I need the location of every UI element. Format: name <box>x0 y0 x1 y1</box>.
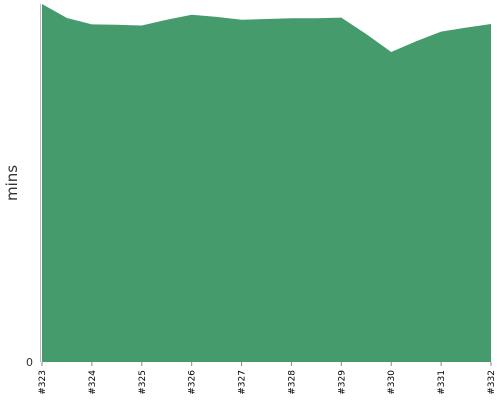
x-tick-label: #326 <box>188 370 198 395</box>
y-axis-ticks: 0 <box>26 356 33 369</box>
x-tick-label: #324 <box>88 370 98 395</box>
y-tick-label: 0 <box>26 356 33 369</box>
x-axis-ticks: #323 #324 #325 #326 #327 #328 #329 #330 #331 #332 <box>38 362 497 395</box>
x-tick-label: #323 <box>38 370 48 395</box>
x-tick-label: #327 <box>238 370 248 395</box>
area-series <box>42 4 491 362</box>
x-tick-label: #332 <box>487 370 497 395</box>
x-tick-label: #329 <box>337 370 347 395</box>
x-tick-label: #330 <box>387 370 397 395</box>
plot-area <box>42 4 491 362</box>
x-tick-label: #331 <box>437 370 447 395</box>
x-tick-label: #325 <box>138 370 148 395</box>
y-axis-title: mins <box>3 165 21 201</box>
x-tick-label: #328 <box>287 370 297 395</box>
